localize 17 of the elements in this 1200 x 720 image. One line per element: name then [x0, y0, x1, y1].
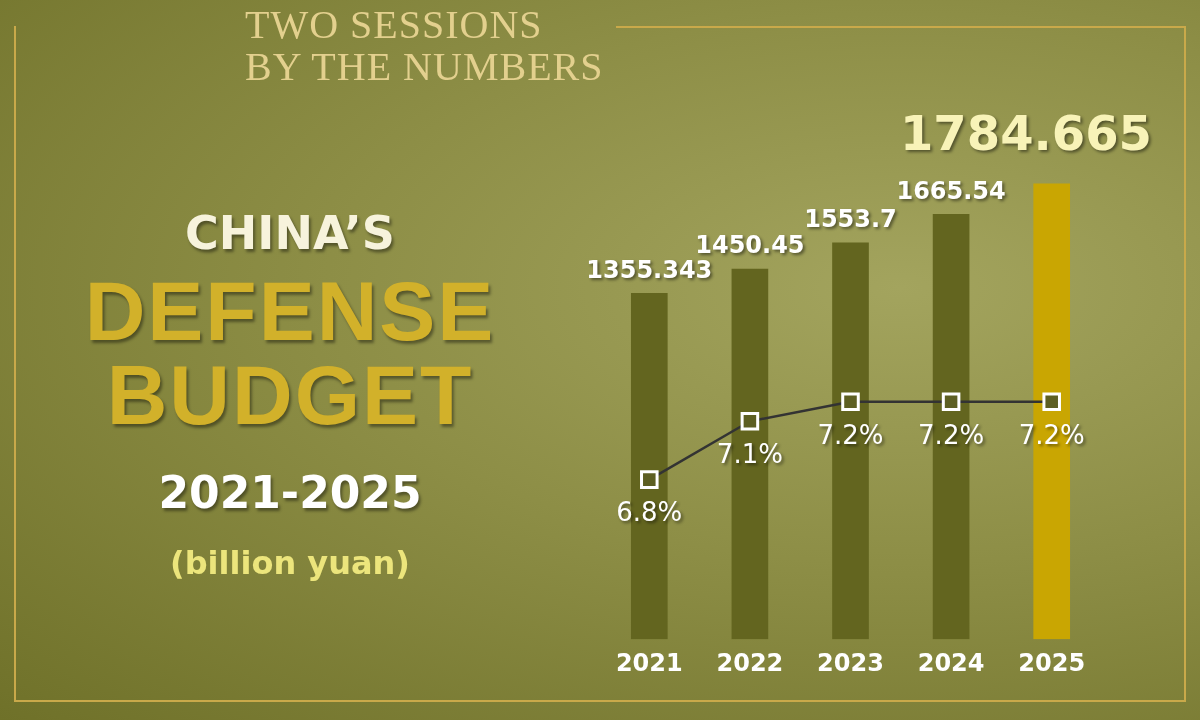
text: (billion yuan) — [169, 543, 411, 583]
data-label: 1665.54 — [896, 176, 1006, 205]
data-label: 6.8% — [616, 497, 683, 528]
x-tick-label: 2021 — [615, 648, 683, 677]
x-tick-label: 2023 — [817, 648, 884, 677]
text: 2021-2025 — [157, 467, 423, 519]
x-tick-label: 2025 — [1018, 648, 1086, 677]
data-label: 1784.665 — [899, 105, 1152, 162]
x-tick-label: 2024 — [917, 648, 985, 677]
data-label: 7.2% — [1018, 419, 1085, 450]
data-label: 7.2% — [918, 419, 985, 450]
text: TWO SESSIONS BY THE NUMBERS — [245, 2, 605, 89]
data-label: 7.2% — [817, 419, 884, 450]
data-label: 7.1% — [716, 439, 783, 470]
data-label: 1553.7 — [804, 205, 897, 234]
x-tick-label: 2022 — [716, 648, 784, 677]
text: CHINA’S DEFENSE BUDGET — [83, 205, 497, 442]
